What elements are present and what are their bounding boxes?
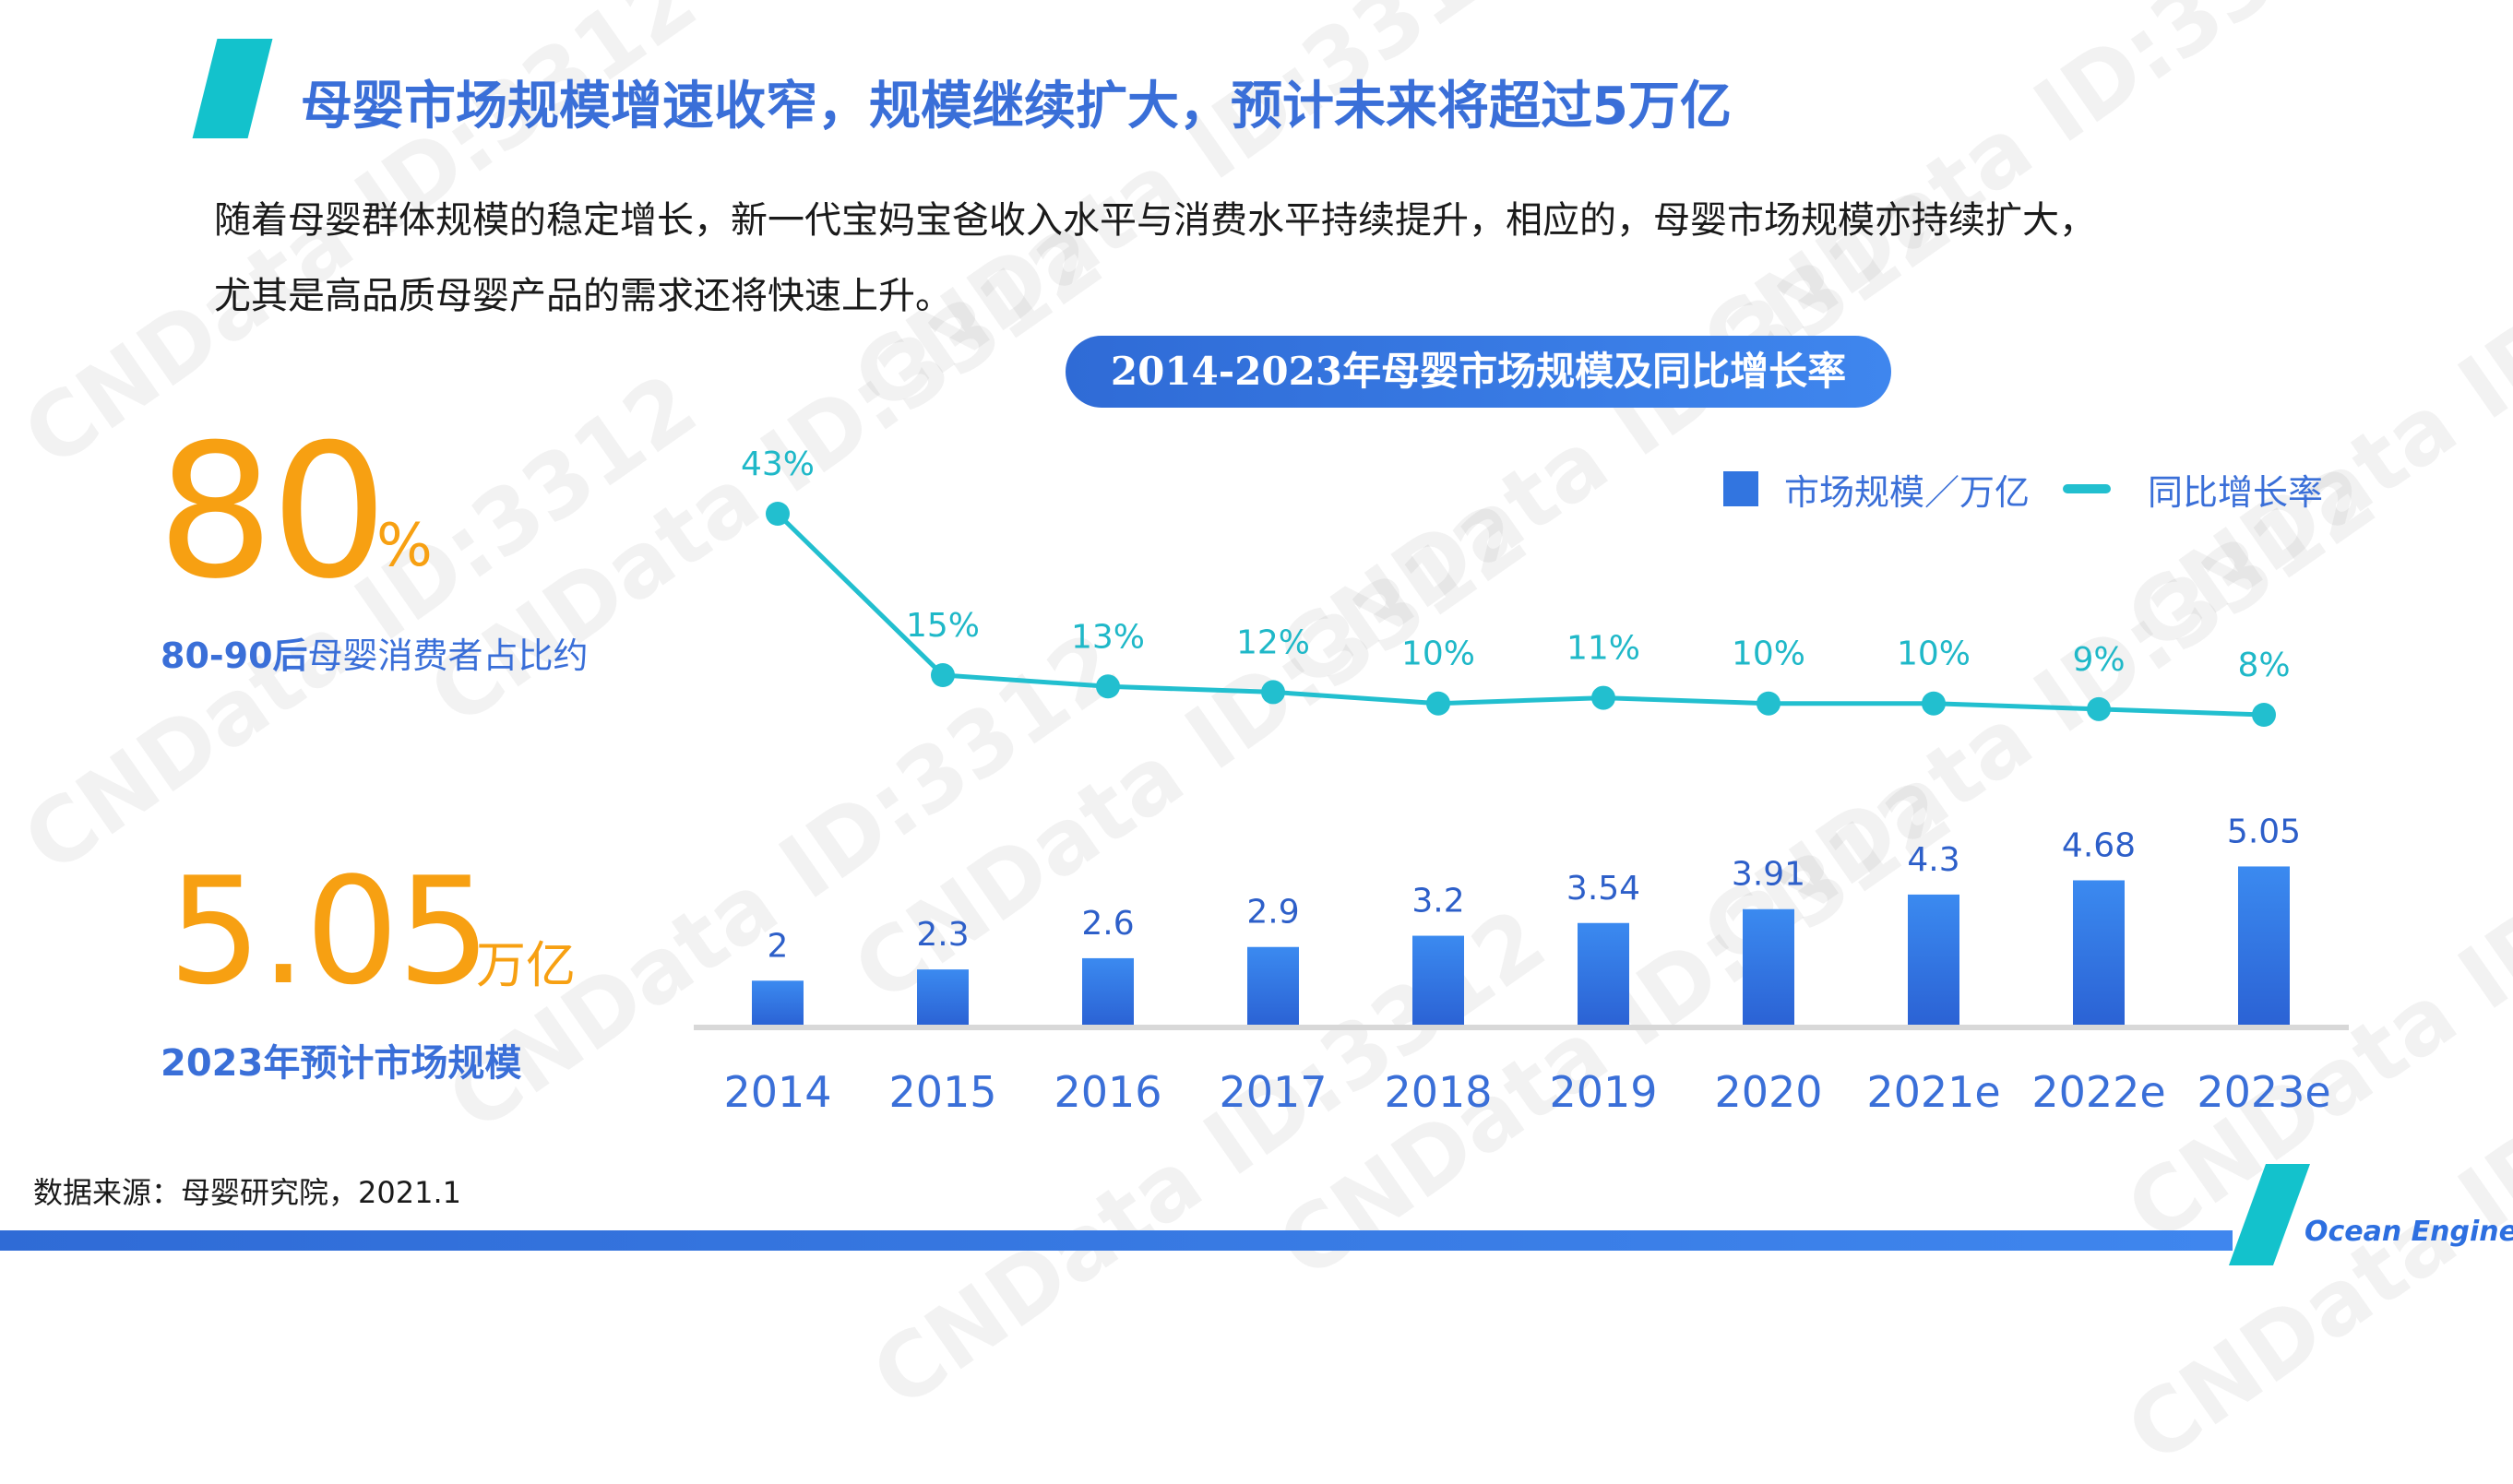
growth-rate-label: 10% <box>1401 635 1475 673</box>
growth-rate-label: 9% <box>2072 641 2125 679</box>
page-title: 母婴市场规模增速收窄，规模继续扩大，预计未来将超过5万亿 <box>301 77 1732 137</box>
growth-rate-point <box>1096 674 1120 699</box>
kpi-share-caption-rest: 母婴消费者占比约 <box>307 635 589 676</box>
growth-rate-label: 43% <box>741 445 815 483</box>
bar-market-size <box>1412 935 1464 1026</box>
growth-rate-label: 12% <box>1236 623 1310 661</box>
bar-value-label: 2.6 <box>1081 905 1134 943</box>
bar-market-size <box>752 980 804 1026</box>
bar-value-label: 3.91 <box>1732 856 1805 894</box>
legend-item-bar: 市场规模／万亿 <box>1723 461 2030 516</box>
growth-rate-point <box>1261 680 1285 705</box>
bar-value-label: 3.2 <box>1411 883 1464 920</box>
growth-rate-label: 13% <box>1071 618 1145 656</box>
bar-value-label: 5.05 <box>2227 813 2301 850</box>
data-source-note: 数据来源：母婴研究院，2021.1 <box>33 1175 461 1210</box>
legend-line-swatch <box>2063 484 2111 493</box>
x-tick-label: 2021e <box>1866 1067 2000 1117</box>
x-tick-label: 2014 <box>723 1067 831 1117</box>
kpi-share-value: 80 <box>157 405 387 620</box>
bar-value-label: 3.54 <box>1566 870 1640 908</box>
growth-rate-point <box>1426 691 1450 716</box>
growth-rate-line <box>776 512 2265 718</box>
growth-rate-point <box>766 502 790 526</box>
legend-line-label: 同比增长率 <box>2148 471 2324 513</box>
x-tick-label: 2023e <box>2197 1067 2330 1117</box>
bar-market-size <box>1743 908 1794 1026</box>
growth-rate-label: 8% <box>2237 647 2290 684</box>
kpi-market-caption: 2023年预计市场规模 <box>161 1042 522 1085</box>
legend-bar-swatch <box>1723 471 1758 506</box>
kpi-share-caption-bold: 80-90后 <box>161 635 308 676</box>
intro-line-1: 随着母婴群体规模的稳定增长，新一代宝妈宝爸收入水平与消费水平持续提升，相应的，母… <box>214 199 2096 242</box>
bar-market-size <box>2073 880 2125 1026</box>
growth-rate-label: 15% <box>906 607 980 645</box>
kpi-share-unit: % <box>376 512 433 580</box>
kpi-market-value: 5.05 <box>168 845 491 1017</box>
intro-line-2: 尤其是高品质母婴产品的需求还将快速上升。 <box>214 275 952 317</box>
growth-rate-point <box>1757 691 1781 716</box>
growth-rate-point <box>1922 691 1946 716</box>
bar-market-size <box>2238 866 2290 1026</box>
x-tick-label: 2018 <box>1384 1067 1492 1117</box>
brand-logo-text: Ocean Engine <box>2305 1216 2513 1248</box>
growth-rate-point <box>931 663 955 687</box>
growth-rate-point <box>2252 703 2276 727</box>
growth-rate-point <box>2087 696 2111 721</box>
x-tick-label: 2019 <box>1549 1067 1657 1117</box>
bar-value-label: 2.3 <box>916 916 969 954</box>
intro-paragraph: 随着母婴群体规模的稳定增长，新一代宝妈宝爸收入水平与消费水平持续提升，相应的，母… <box>214 183 2336 334</box>
x-tick-label: 2020 <box>1714 1067 1822 1117</box>
growth-rate-label: 10% <box>1732 635 1805 673</box>
combo-chart: 2 2.3 2.6 2.9 3.2 3.54 3.91 4.3 4.68 5.05 2014 201… <box>694 445 2349 1117</box>
x-tick-label: 2016 <box>1054 1067 1161 1117</box>
bar-market-size <box>917 969 969 1026</box>
growth-rate-label: 11% <box>1566 630 1640 668</box>
kpi-share-caption: 80-90后母婴消费者占比约 <box>161 627 589 678</box>
growth-rate-point <box>1591 685 1615 710</box>
x-tick-label: 2022e <box>2031 1067 2165 1117</box>
footer-bar <box>0 1230 2233 1251</box>
growth-rate-label: 10% <box>1897 635 1971 673</box>
legend-bar-label: 市场规模／万亿 <box>1784 471 2031 513</box>
x-tick-label: 2015 <box>888 1067 996 1117</box>
bar-value-label: 2 <box>768 927 789 965</box>
bar-market-size <box>1578 922 1629 1026</box>
bar-market-size <box>1247 946 1299 1026</box>
x-tick-label: 2017 <box>1219 1067 1327 1117</box>
bar-value-label: 4.68 <box>2062 826 2136 864</box>
legend-item-line: 同比增长率 <box>2063 461 2323 516</box>
chart-title: 2014-2023年母婴市场规模及同比增长率 <box>1066 336 1891 408</box>
bar-value-label: 4.3 <box>1907 841 1959 879</box>
bar-market-size <box>1082 957 1134 1026</box>
bar-market-size <box>1908 894 1959 1026</box>
kpi-market-unit: 万亿 <box>476 936 576 994</box>
bar-value-label: 2.9 <box>1246 894 1299 932</box>
